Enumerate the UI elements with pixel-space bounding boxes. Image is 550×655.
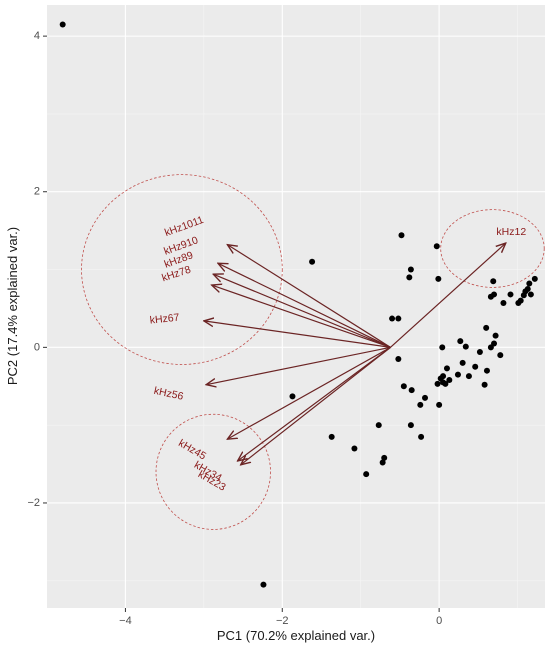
y-tick-label: 4 <box>34 30 40 42</box>
loading-arrow <box>241 346 391 464</box>
loading-arrow <box>212 285 391 348</box>
data-point <box>472 363 479 370</box>
ellipse-layer <box>81 174 545 530</box>
plot-panel <box>47 5 545 608</box>
data-point <box>406 274 413 281</box>
data-point <box>491 291 498 298</box>
data-point <box>59 21 66 28</box>
loading-arrow <box>227 346 391 439</box>
data-point <box>434 380 441 387</box>
data-point <box>422 394 429 401</box>
data-point <box>433 243 440 250</box>
data-point <box>435 275 442 282</box>
data-point <box>407 266 414 273</box>
loading-arrow <box>206 346 391 384</box>
data-point <box>500 299 507 306</box>
data-point <box>527 291 534 298</box>
data-point <box>395 315 402 322</box>
data-point <box>418 433 425 440</box>
loading-label: kHz12 <box>496 226 526 238</box>
data-point <box>462 343 469 350</box>
data-point <box>491 340 498 347</box>
x-tick-label: 0 <box>436 615 442 627</box>
data-point <box>328 433 335 440</box>
data-point <box>260 581 267 588</box>
data-point <box>375 422 382 429</box>
loading-arrow <box>238 346 391 461</box>
data-point <box>465 373 472 380</box>
group-ellipse <box>155 413 271 530</box>
data-point <box>363 471 370 478</box>
data-point <box>481 381 488 388</box>
x-tick-label: −4 <box>119 615 132 627</box>
data-point <box>309 258 316 265</box>
data-point <box>407 422 414 429</box>
data-point <box>389 315 396 322</box>
data-point <box>395 356 402 363</box>
data-point <box>507 291 514 298</box>
data-point <box>443 365 450 372</box>
data-point <box>490 278 497 285</box>
loading-arrow <box>227 245 391 348</box>
data-point <box>517 297 524 304</box>
data-point <box>379 459 386 466</box>
loading-arrow <box>213 274 391 348</box>
data-point <box>440 373 447 380</box>
data-point <box>457 338 464 345</box>
data-point <box>454 371 461 378</box>
data-point <box>439 344 446 351</box>
data-point <box>531 275 538 282</box>
group-ellipse <box>81 174 283 365</box>
loading-arrow <box>390 243 506 348</box>
data-point <box>497 352 504 359</box>
data-point <box>483 324 490 331</box>
y-tick-label: 0 <box>34 341 40 353</box>
data-point <box>476 349 483 356</box>
arrow-layer <box>204 243 506 465</box>
data-point <box>351 445 358 452</box>
data-point <box>417 401 424 408</box>
data-point <box>483 367 490 374</box>
data-point <box>289 393 296 400</box>
data-point <box>400 383 407 390</box>
data-point <box>446 377 453 384</box>
data-point <box>459 359 466 366</box>
data-point <box>442 380 449 387</box>
loading-label: kHz67 <box>149 312 180 327</box>
y-axis-title: PC2 (17.4% explained var.) <box>5 227 20 385</box>
grid-layer <box>47 5 545 608</box>
group-ellipse <box>440 209 545 288</box>
data-point <box>408 387 415 394</box>
x-axis-title: PC1 (70.2% explained var.) <box>217 628 375 643</box>
y-tick-label: −2 <box>27 497 40 509</box>
loading-arrow <box>204 321 391 348</box>
data-point <box>381 454 388 461</box>
data-point <box>436 401 443 408</box>
axis-layer: −4 −2 0 −2 0 2 4 <box>27 30 442 627</box>
x-tick-label: −2 <box>276 615 289 627</box>
data-point <box>492 332 499 339</box>
loading-arrow <box>218 263 391 348</box>
data-point <box>524 285 531 292</box>
y-tick-label: 2 <box>34 186 40 198</box>
data-point <box>526 280 533 287</box>
point-layer <box>59 21 538 588</box>
data-point <box>398 232 405 239</box>
